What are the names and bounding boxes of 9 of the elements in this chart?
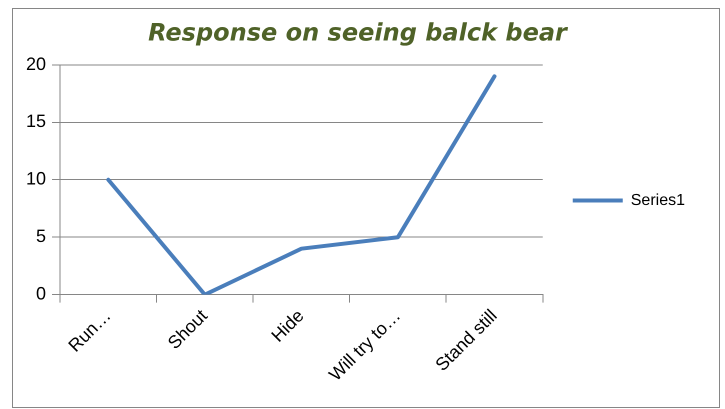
- chart-title: Response on seeing balck bear: [148, 18, 570, 47]
- y-tick-label: 0: [36, 284, 46, 304]
- y-tick-label: 20: [26, 54, 46, 74]
- y-tick-label: 15: [26, 111, 46, 132]
- y-tick-label: 5: [36, 226, 46, 246]
- x-tick-label: Hide: [267, 306, 308, 346]
- x-tick-label: Will try to…: [325, 306, 404, 385]
- legend-label: Series1: [630, 192, 686, 209]
- y-tick-label: 10: [26, 168, 46, 189]
